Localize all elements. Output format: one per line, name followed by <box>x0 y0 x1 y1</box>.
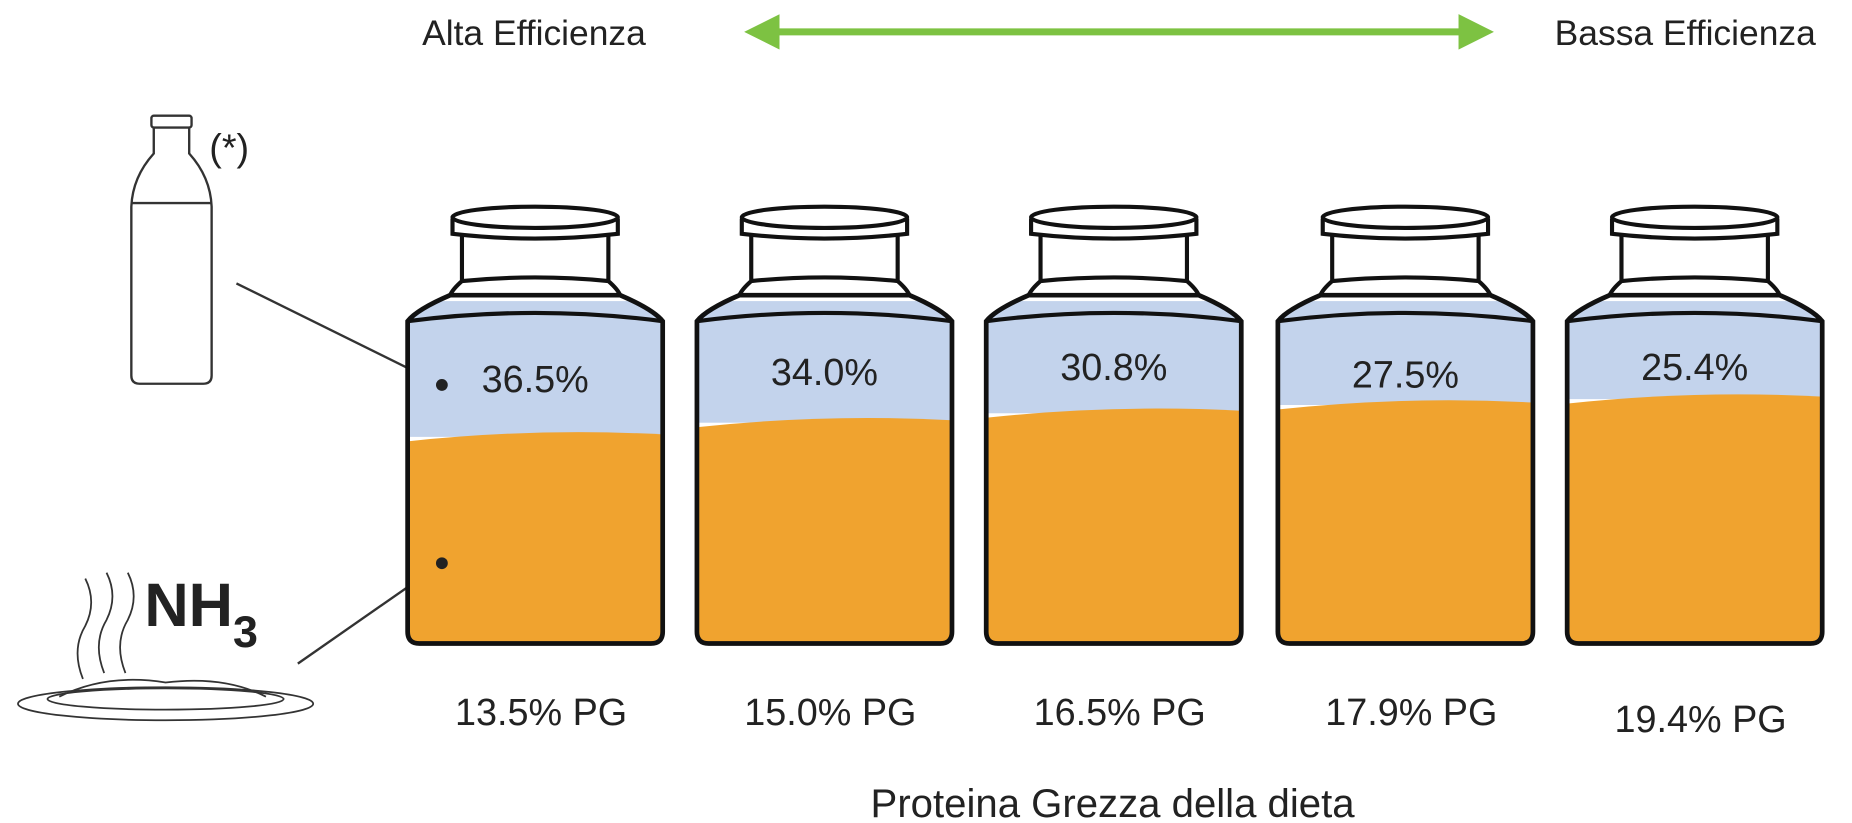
milk-percentage: 36.5% <box>482 359 589 401</box>
milk-can: 34.0% <box>694 204 955 646</box>
milk-percentage: 34.0% <box>771 352 878 394</box>
can-top <box>1029 204 1199 230</box>
header-right: Bassa Efficienza <box>1555 13 1816 53</box>
milk-percentage: 30.8% <box>1060 347 1167 389</box>
gas-subscript: 3 <box>233 606 258 657</box>
gas-symbol: NH <box>144 571 233 640</box>
leader-dot <box>435 557 448 570</box>
can-body <box>405 292 666 646</box>
can-body <box>983 292 1244 646</box>
milk-percentage: 25.4% <box>1641 347 1748 389</box>
can-body <box>1275 292 1536 646</box>
manure-fraction <box>1277 400 1533 644</box>
milk-can: 27.5% <box>1275 204 1536 646</box>
diet-protein: 15.0% PG <box>744 692 916 734</box>
can-body <box>1564 292 1825 646</box>
can-shoulder <box>696 310 953 324</box>
can-shoulder <box>1277 310 1534 324</box>
can-fill <box>407 301 663 644</box>
can-neck <box>448 236 623 297</box>
can-fill <box>986 301 1242 644</box>
axis-label: Proteina Grezza della dieta <box>871 781 1356 823</box>
manure-puddle <box>17 572 315 722</box>
milk-can: 30.8% <box>983 204 1244 646</box>
can-neck <box>737 236 912 297</box>
manure-fraction <box>696 418 952 644</box>
milk-fraction <box>696 301 952 423</box>
manure-fraction <box>986 408 1242 644</box>
can-shoulder <box>407 310 663 324</box>
diet-protein: 19.4% PG <box>1615 699 1787 741</box>
milk-percentage: 27.5% <box>1352 354 1459 396</box>
milk-fraction <box>986 301 1242 414</box>
milk-marker: (*) <box>209 128 249 170</box>
can-top <box>1320 204 1491 230</box>
can-shoulder <box>985 310 1242 324</box>
gas-label: NH3 <box>144 571 258 657</box>
can-top <box>1609 204 1780 230</box>
manure-fraction <box>407 432 663 644</box>
can-neck <box>1607 236 1782 297</box>
diet-protein: 13.5% PG <box>455 692 627 734</box>
can-top <box>450 204 620 230</box>
milk-can: 25.4% <box>1564 204 1825 646</box>
can-body <box>694 292 955 646</box>
can-neck <box>1026 236 1201 297</box>
milk-fraction <box>407 301 663 437</box>
can-shoulder <box>1566 310 1823 324</box>
diet-protein: 16.5% PG <box>1034 692 1206 734</box>
cans: 36.5% 13.5% PG 34.0% 15.0% PG 30.8% 16.5% PG 2… <box>405 204 1825 741</box>
header-left: Alta Efficienza <box>422 13 646 53</box>
can-top <box>739 204 910 230</box>
leader-dot <box>435 379 448 391</box>
milk-bottle <box>130 114 213 385</box>
manure-fraction <box>1567 394 1823 644</box>
can-fill <box>696 301 952 644</box>
can-neck <box>1318 236 1493 297</box>
diet-protein: 17.9% PG <box>1325 692 1497 734</box>
milk-can: 36.5% <box>405 204 666 646</box>
